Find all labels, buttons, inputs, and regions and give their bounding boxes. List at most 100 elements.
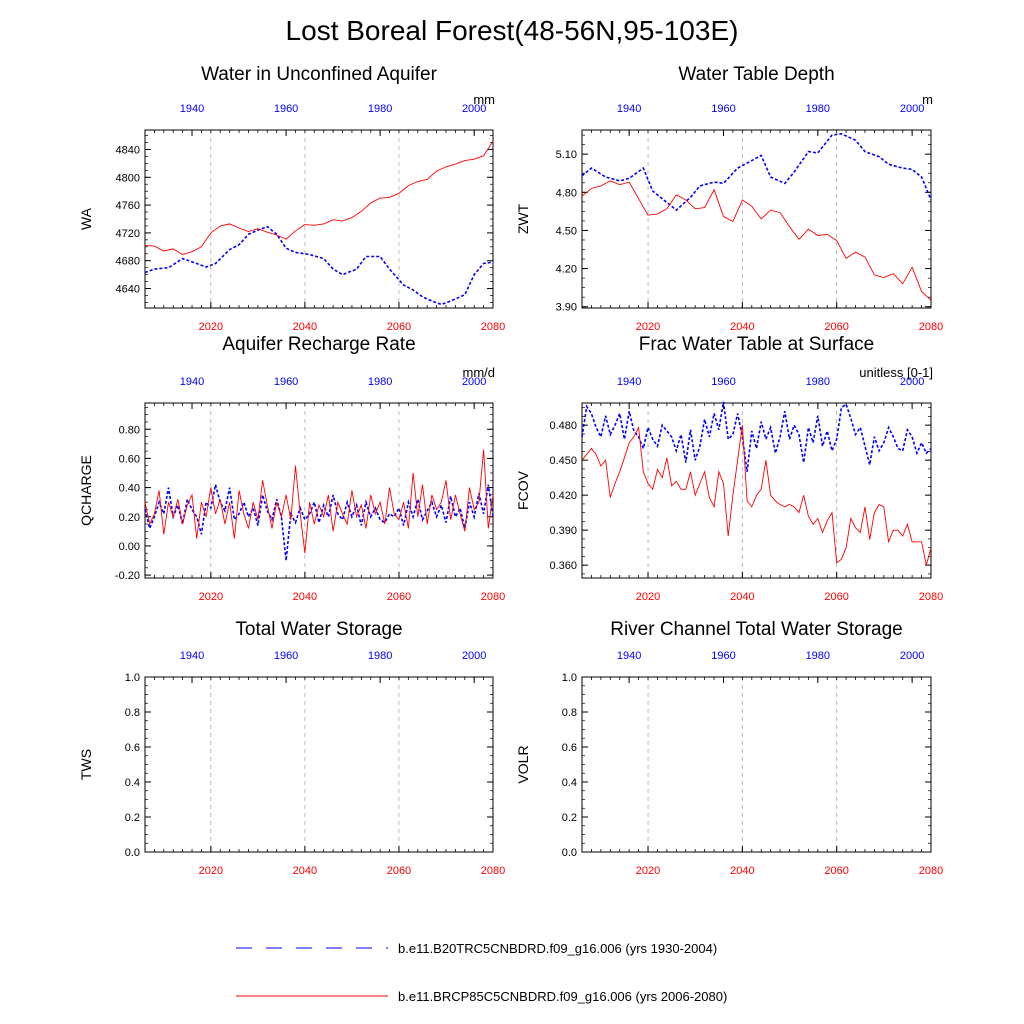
figure-title: Lost Boreal Forest(48-56N,95-103E) <box>286 15 739 46</box>
units-label: mm/d <box>463 365 496 380</box>
y-tick-label: 0.420 <box>549 490 577 502</box>
units-label: mm <box>473 92 495 107</box>
y-axis-label: FCOV <box>515 470 531 510</box>
x-top-tick-label: 2000 <box>462 103 486 115</box>
y-tick-label: 0.0 <box>125 847 140 859</box>
y-tick-label: 0.360 <box>549 560 577 572</box>
x-top-tick-label: 1960 <box>274 650 298 662</box>
x-bottom-tick-label: 2060 <box>824 865 848 877</box>
y-tick-label: 4800 <box>116 172 140 184</box>
y-tick-label: 0.60 <box>119 453 140 465</box>
y-tick-label: 0.8 <box>125 707 140 719</box>
y-tick-label: 0.0 <box>562 847 577 859</box>
x-top-tick-label: 1980 <box>368 650 392 662</box>
y-tick-label: 5.10 <box>556 149 577 161</box>
future-series-line <box>144 140 494 255</box>
y-tick-label: 4.80 <box>556 187 577 199</box>
x-bottom-tick-label: 2040 <box>293 321 317 333</box>
x-top-tick-label: 1960 <box>274 103 298 115</box>
y-tick-label: 1.0 <box>562 672 577 684</box>
x-bottom-tick-label: 2080 <box>481 865 505 877</box>
x-top-tick-label: 1940 <box>617 650 641 662</box>
x-top-tick-label: 1960 <box>711 103 735 115</box>
y-tick-label: 0.20 <box>119 512 140 524</box>
x-top-tick-label: 1960 <box>711 650 735 662</box>
y-tick-label: 4680 <box>116 256 140 268</box>
x-top-tick-label: 1940 <box>617 103 641 115</box>
plot-frame <box>144 402 494 579</box>
y-tick-label: 4840 <box>116 144 140 156</box>
y-tick-label: 0.2 <box>125 812 140 824</box>
x-bottom-tick-label: 2040 <box>730 321 754 333</box>
future-series-line <box>144 449 494 554</box>
x-bottom-tick-label: 2080 <box>481 321 505 333</box>
future-series-line <box>581 180 932 301</box>
x-bottom-tick-label: 2020 <box>636 321 660 333</box>
y-tick-label: 4720 <box>116 228 140 240</box>
future-series-line <box>581 425 932 566</box>
x-top-tick-label: 1980 <box>806 376 830 388</box>
x-top-tick-label: 2000 <box>900 103 924 115</box>
historical-series-line <box>581 132 932 212</box>
plot-frame <box>144 676 494 853</box>
historical-series-line <box>144 225 494 306</box>
x-top-tick-label: 1980 <box>368 376 392 388</box>
x-bottom-tick-label: 2060 <box>824 591 848 603</box>
panel-title: Water in Unconfined Aquifer <box>201 64 438 85</box>
x-top-tick-label: 1980 <box>806 103 830 115</box>
plot-frame <box>581 129 932 309</box>
chart-panel: Water Table Depth 2020 2040 2060 2080 1940 196… <box>515 64 943 333</box>
x-bottom-tick-label: 2080 <box>919 591 943 603</box>
x-top-tick-label: 2000 <box>900 650 924 662</box>
x-bottom-tick-label: 2040 <box>293 865 317 877</box>
y-axis-label: ZWT <box>515 203 531 234</box>
x-bottom-tick-label: 2080 <box>919 865 943 877</box>
x-top-tick-label: 2000 <box>900 376 924 388</box>
x-bottom-tick-label: 2020 <box>199 865 223 877</box>
panel-title: Aquifer Recharge Rate <box>222 334 415 355</box>
y-tick-label: 4640 <box>116 284 140 296</box>
historical-series-line <box>144 484 494 561</box>
y-tick-label: 0.450 <box>549 455 577 467</box>
y-tick-label: -0.20 <box>115 570 140 582</box>
x-bottom-tick-label: 2020 <box>636 591 660 603</box>
y-axis-label: QCHARGE <box>78 455 94 526</box>
x-bottom-tick-label: 2040 <box>293 591 317 603</box>
y-tick-label: 0.6 <box>125 742 140 754</box>
x-bottom-tick-label: 2040 <box>730 591 754 603</box>
y-tick-label: 0.8 <box>562 707 577 719</box>
historical-series-line <box>581 401 932 472</box>
x-top-tick-label: 1960 <box>711 376 735 388</box>
y-tick-label: 0.80 <box>119 424 140 436</box>
x-bottom-tick-label: 2060 <box>387 865 411 877</box>
y-tick-label: 0.4 <box>562 777 577 789</box>
panel-title: River Channel Total Water Storage <box>610 619 903 640</box>
units-label: unitless [0-1] <box>859 365 933 380</box>
x-bottom-tick-label: 2060 <box>387 321 411 333</box>
panels: Water in Unconfined Aquifer 2020 2040 2060 2… <box>78 64 943 877</box>
plot-frame <box>144 129 494 309</box>
x-top-tick-label: 2000 <box>462 376 486 388</box>
x-bottom-tick-label: 2020 <box>636 865 660 877</box>
chart-panel: Total Water Storage 2020 2040 2060 2080 1940 1… <box>78 619 505 877</box>
y-tick-label: 4.20 <box>556 264 577 276</box>
y-tick-label: 3.90 <box>556 302 577 314</box>
y-axis-label: WA <box>78 207 94 230</box>
x-bottom-tick-label: 2060 <box>824 321 848 333</box>
plot-frame <box>581 402 932 579</box>
y-tick-label: 0.6 <box>562 742 577 754</box>
y-tick-label: 0.480 <box>549 420 577 432</box>
x-top-tick-label: 1940 <box>180 376 204 388</box>
panel-title: Water Table Depth <box>678 64 834 85</box>
x-bottom-tick-label: 2080 <box>481 591 505 603</box>
y-tick-label: 1.0 <box>125 672 140 684</box>
chart-panel: River Channel Total Water Storage 2020 204… <box>515 619 943 877</box>
x-bottom-tick-label: 2020 <box>199 321 223 333</box>
x-top-tick-label: 2000 <box>462 650 486 662</box>
x-top-tick-label: 1980 <box>806 650 830 662</box>
y-tick-label: 4760 <box>116 200 140 212</box>
x-bottom-tick-label: 2020 <box>199 591 223 603</box>
panel-title: Frac Water Table at Surface <box>639 334 875 355</box>
y-tick-label: 0.390 <box>549 525 577 537</box>
